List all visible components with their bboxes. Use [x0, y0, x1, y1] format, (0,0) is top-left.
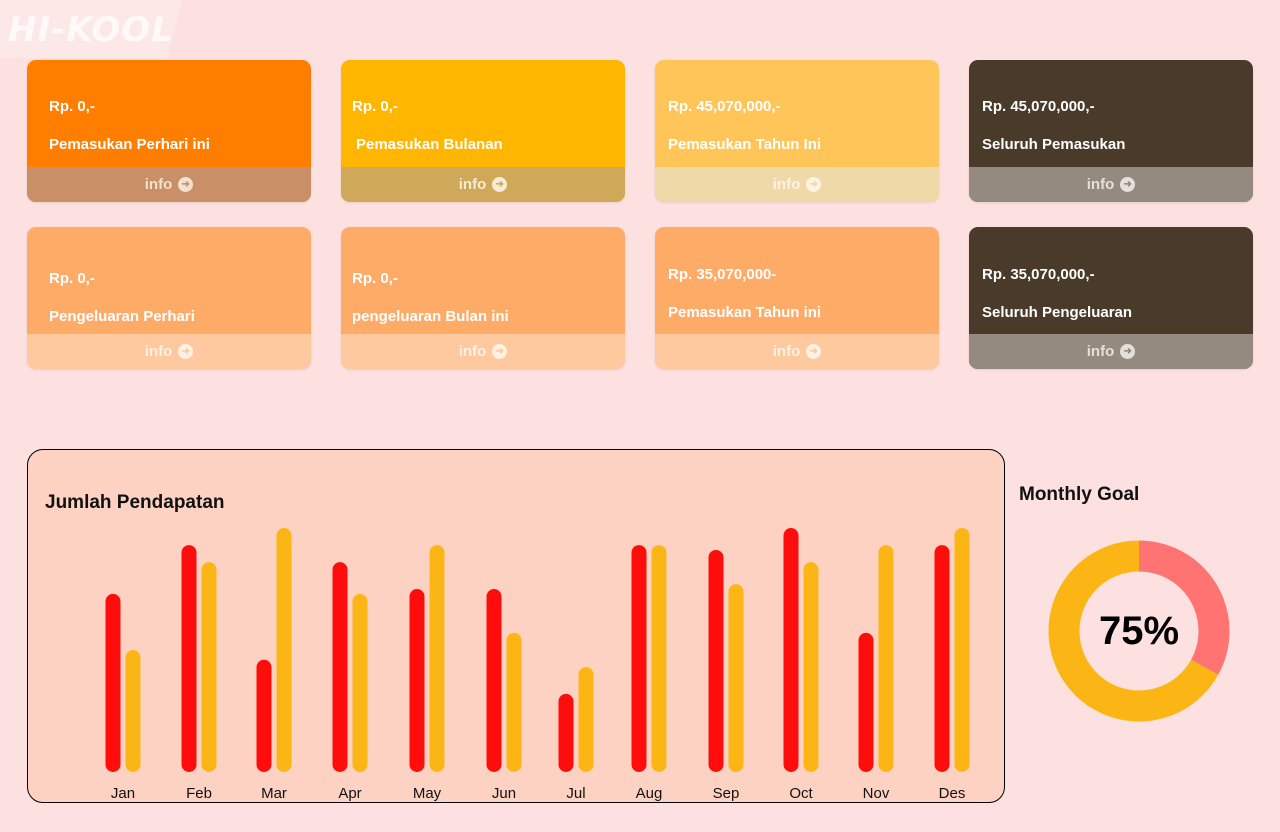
card-label: Seluruh Pemasukan — [982, 136, 1126, 153]
card-info-link[interactable]: info ➜ — [969, 167, 1253, 202]
bar-jan-series-1 — [105, 593, 121, 772]
card-amount: Rp. 0,- — [49, 270, 95, 287]
card-info-link[interactable]: info ➜ — [27, 167, 311, 202]
bar-sep-series-2 — [728, 584, 744, 772]
summary-card: Rp. 45,070,000,- Seluruh Pemasukan info ➜ — [969, 60, 1253, 202]
x-tick-label: Des — [939, 785, 966, 802]
arrow-right-circle-icon: ➜ — [806, 177, 822, 192]
bar-jan-series-2 — [125, 650, 141, 772]
chart-title: Jumlah Pendapatan — [45, 492, 225, 513]
card-amount: Rp. 0,- — [352, 270, 398, 287]
arrow-right-circle-icon: ➜ — [806, 344, 822, 359]
bar-may-series-1 — [409, 589, 425, 772]
arrow-right-circle-icon: ➜ — [492, 177, 508, 192]
x-tick-label: May — [413, 785, 442, 802]
bar-jul-series-2 — [578, 667, 594, 772]
arrow-right-circle-icon: ➜ — [1120, 344, 1136, 359]
logo-plate — [0, 0, 182, 58]
monthly-goal-percent: 75% — [1098, 608, 1180, 653]
income-chart-panel: Jumlah Pendapatan Jan Feb Mar Apr May Jun Jul A… — [27, 449, 1005, 803]
card-amount: Rp. 0,- — [49, 98, 95, 115]
card-info-label: info — [772, 343, 801, 360]
card-label: Pemasukan Tahun ini — [668, 304, 822, 321]
arrow-right-circle-icon: ➜ — [492, 344, 508, 359]
x-tick-label: Feb — [186, 785, 212, 802]
card-info-label: info — [144, 343, 173, 360]
bar-oct-series-2 — [803, 562, 819, 772]
bar-apr-series-2 — [352, 593, 368, 772]
bar-apr-series-1 — [332, 562, 348, 772]
bar-mar-series-2 — [276, 528, 292, 772]
arrow-right-circle-icon: ➜ — [178, 177, 194, 192]
card-info-link[interactable]: info ➜ — [341, 334, 625, 369]
card-label: pengeluaran Bulan ini — [352, 308, 509, 325]
bar-jun-series-1 — [486, 589, 502, 772]
bar-sep-series-1 — [708, 549, 724, 772]
card-label: Pemasukan Bulanan — [356, 136, 503, 153]
card-amount: Rp. 45,070,000,- — [982, 98, 1095, 115]
income-bar-chart: Jan Feb Mar Apr May Jun Jul Aug Sep Oct Nov Des — [105, 528, 970, 802]
card-label: Pemasukan Perhari ini — [49, 136, 210, 153]
x-tick-label: Apr — [338, 785, 361, 802]
card-info-label: info — [1086, 343, 1115, 360]
bar-oct-series-1 — [783, 528, 799, 772]
card-info-link[interactable]: info ➜ — [341, 167, 625, 202]
x-tick-label: Aug — [636, 785, 663, 802]
bar-jul-series-1 — [558, 693, 574, 772]
card-label: Pemasukan Tahun Ini — [668, 136, 822, 153]
card-info-link[interactable]: info ➜ — [27, 334, 311, 369]
monthly-goal-donut — [1048, 540, 1230, 722]
x-tick-label: Jul — [566, 785, 585, 802]
card-amount: Rp. 45,070,000,- — [668, 98, 781, 115]
card-info-label: info — [458, 343, 487, 360]
bar-des-series-2 — [954, 528, 970, 772]
x-tick-label: Oct — [789, 785, 813, 802]
summary-card: Rp. 35,070,000- Pemasukan Tahun ini info ➜ — [655, 227, 939, 369]
summary-card: Rp. 0,- Pemasukan Perhari ini info ➜ — [27, 60, 311, 202]
x-tick-label: Sep — [713, 785, 740, 802]
arrow-right-circle-icon: ➜ — [178, 344, 194, 359]
logo-text: HI-KOOL — [8, 10, 174, 50]
card-info-link[interactable]: info ➜ — [969, 334, 1253, 369]
x-tick-label: Mar — [261, 785, 287, 802]
card-info-label: info — [1086, 176, 1115, 193]
x-tick-label: Jan — [111, 785, 135, 802]
card-label: Seluruh Pengeluaran — [982, 304, 1133, 321]
summary-card: Rp. 45,070,000,- Pemasukan Tahun Ini info ➜ — [655, 60, 939, 202]
app-logo[interactable]: HI-KOOL — [0, 0, 182, 58]
summary-card: Rp. 0,- pengeluaran Bulan ini info ➜ — [341, 227, 625, 369]
card-amount: Rp. 35,070,000- — [668, 266, 777, 283]
x-tick-label: Jun — [492, 785, 516, 802]
bar-feb-series-1 — [181, 545, 197, 772]
bar-may-series-2 — [429, 545, 445, 772]
bar-des-series-1 — [934, 545, 950, 772]
card-amount: Rp. 35,070,000,- — [982, 266, 1095, 283]
summary-card: Rp. 35,070,000,- Seluruh Pengeluaran info ➜ — [969, 227, 1253, 369]
bar-aug-series-1 — [631, 545, 647, 772]
card-info-label: info — [144, 176, 173, 193]
x-tick-label: Nov — [863, 785, 890, 802]
bar-aug-series-2 — [651, 545, 667, 772]
donut-segment-2 — [1048, 540, 1230, 722]
summary-card: Rp. 0,- Pemasukan Bulanan info ➜ — [341, 60, 625, 202]
arrow-right-circle-icon: ➜ — [1120, 177, 1136, 192]
bar-feb-series-2 — [201, 562, 217, 772]
card-info-label: info — [458, 176, 487, 193]
card-label: Pengeluaran Perhari — [49, 308, 195, 325]
bar-mar-series-1 — [256, 659, 272, 772]
card-info-label: info — [772, 176, 801, 193]
card-info-link[interactable]: info ➜ — [655, 167, 939, 202]
bar-jun-series-2 — [506, 632, 522, 772]
summary-card: Rp. 0,- Pengeluaran Perhari info ➜ — [27, 227, 311, 369]
bar-nov-series-2 — [878, 545, 894, 772]
monthly-goal-title: Monthly Goal — [1019, 484, 1140, 505]
card-info-link[interactable]: info ➜ — [655, 334, 939, 369]
card-amount: Rp. 0,- — [352, 98, 398, 115]
bar-nov-series-1 — [858, 632, 874, 772]
